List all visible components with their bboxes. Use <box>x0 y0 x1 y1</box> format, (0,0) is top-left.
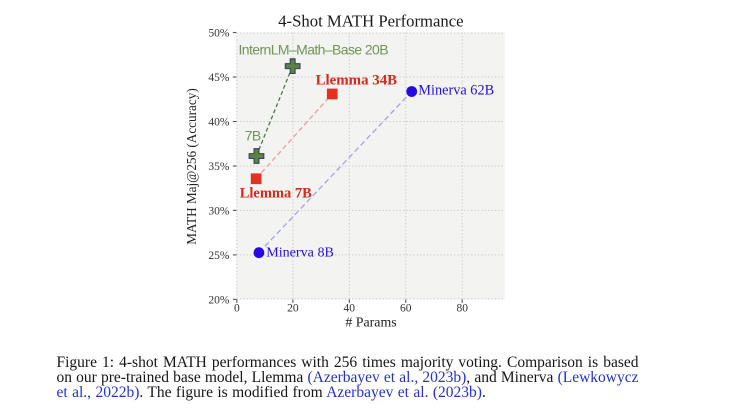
svg-text:MATH Maj@256 (Accuracy): MATH Maj@256 (Accuracy) <box>184 88 199 244</box>
svg-text:Minerva 62B: Minerva 62B <box>418 83 494 99</box>
svg-text:25%: 25% <box>208 250 230 262</box>
svg-text:Minerva 8B: Minerva 8B <box>266 245 334 261</box>
svg-text:Llemma 34B: Llemma 34B <box>316 72 398 88</box>
svg-text:45%: 45% <box>208 72 230 84</box>
svg-text:7B: 7B <box>245 128 261 144</box>
svg-text:4-Shot MATH Performance: 4-Shot MATH Performance <box>278 12 463 31</box>
svg-text:InternLM–Math–Base 20B: InternLM–Math–Base 20B <box>239 42 389 58</box>
svg-text:0: 0 <box>234 303 240 315</box>
svg-text:40: 40 <box>344 303 356 315</box>
svg-text:# Params: # Params <box>345 316 396 331</box>
svg-text:Llemma 7B: Llemma 7B <box>240 185 312 201</box>
svg-text:80: 80 <box>456 303 468 315</box>
svg-text:40%: 40% <box>208 117 230 129</box>
svg-text:20: 20 <box>287 303 299 315</box>
svg-text:50%: 50% <box>208 28 230 40</box>
svg-text:20%: 20% <box>208 294 230 306</box>
svg-text:60: 60 <box>400 303 412 315</box>
svg-text:30%: 30% <box>208 205 230 217</box>
svg-text:35%: 35% <box>208 161 230 173</box>
